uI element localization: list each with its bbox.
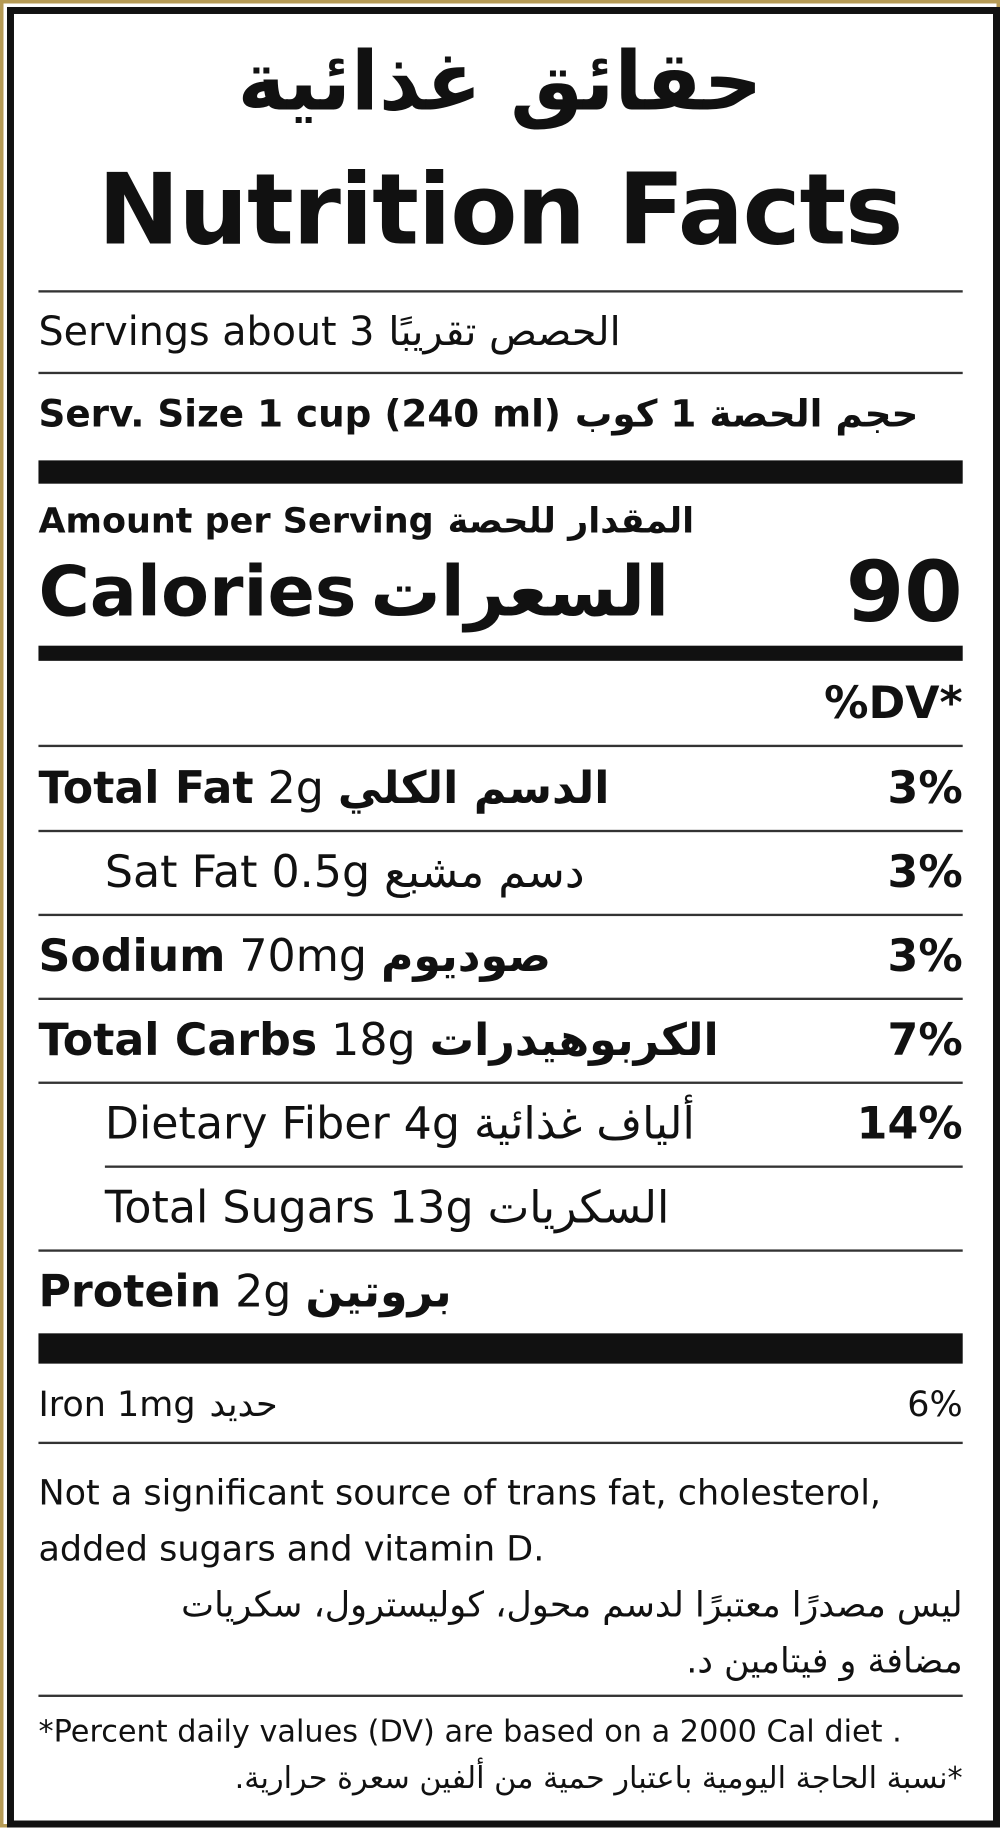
rule	[38, 290, 963, 293]
nutrient-amount: 0.5g	[271, 846, 371, 898]
rule	[38, 829, 963, 833]
thick-bar	[38, 460, 963, 484]
dv-header: %DV*	[824, 677, 963, 729]
nutrient-arabic: السكريات	[487, 1181, 670, 1234]
nutrient-name: Total Sugars	[104, 1181, 376, 1234]
nutrient-arabic: بروتين	[305, 1265, 452, 1318]
note-line: Not a significant source of trans fat, c…	[38, 1473, 882, 1514]
nutrient-amount: 2g	[267, 762, 324, 814]
thick-bar	[38, 645, 963, 661]
calories-row: Calories السعرات 90	[38, 543, 962, 641]
nutrient-row: Sat Fat 0.5g دسم مشبع 3%	[105, 843, 963, 901]
calories-en: Calories	[38, 551, 357, 633]
nutrient-name: Protein	[38, 1265, 222, 1318]
nutrient-dv: 7%	[887, 1013, 963, 1066]
rule	[38, 371, 963, 375]
dv-header-row: %DV*	[38, 674, 963, 732]
nutrient-amount: 18g	[331, 1013, 416, 1066]
nutrient-dv: 3%	[887, 762, 963, 814]
title: Nutrition Facts	[97, 152, 904, 267]
serving-size-ar: حجم الحصة 1 كوب	[574, 391, 919, 436]
nutrient-name: Sat Fat	[104, 846, 258, 898]
nutrient-arabic: دسم مشبع	[384, 846, 585, 898]
servings-row: Servings about 3 الحصص تقريبًا	[38, 303, 962, 361]
nutrient-row: Dietary Fiber 4g ألياف غذائية 14%	[105, 1094, 963, 1152]
nutrient-row: Total Fat 2g الدسم الكلي 3%	[38, 759, 962, 817]
rule	[38, 1249, 963, 1252]
note-line: مضافة و فيتامين د.	[686, 1641, 963, 1682]
footnote-ar: *نسبة الحاجة اليومية باعتبار حمية من ألف…	[234, 1761, 963, 1797]
footnote-en: *Percent daily values (DV) are based on …	[38, 1714, 902, 1750]
amount-ar: المقدار للحصة	[447, 500, 695, 542]
nutrient-arabic: ألياف غذائية	[473, 1097, 695, 1150]
nutrient-row: Protein 2g بروتين	[38, 1262, 962, 1320]
serving-size-en: Serv. Size 1 cup (240 ml)	[38, 391, 561, 436]
rule	[104, 1165, 963, 1168]
thick-bar	[38, 1333, 963, 1364]
nutrient-arabic: الكربوهيدرات	[429, 1013, 719, 1066]
servings-ar: الحصص تقريبًا	[388, 308, 621, 356]
serving-size-row: Serv. Size 1 cup (240 ml) حجم الحصة 1 كو…	[38, 385, 962, 443]
nutrient-amount: 4g	[403, 1097, 460, 1150]
calories-ar: السعرات	[370, 551, 670, 633]
nutrient-amount: 2g	[235, 1265, 292, 1318]
nutrient-row: Sodium 70mg صوديوم 3%	[38, 927, 962, 985]
note-ar: ليس مصدرًا معتبرًا لدسم محول، كوليسترول،…	[38, 1578, 963, 1690]
rule	[38, 744, 963, 748]
rule	[38, 913, 963, 917]
amount-en: Amount per Serving	[38, 500, 434, 542]
amount-per-serving: Amount per Serving المقدار للحصة	[38, 492, 962, 550]
rule	[38, 1694, 963, 1697]
nutrient-amount: 13g	[389, 1181, 474, 1234]
iron-en: Iron 1mg	[38, 1384, 196, 1425]
rule	[38, 1081, 963, 1084]
iron-row: Iron 1mg حديد 6%	[38, 1375, 962, 1433]
note-en: Not a significant source of trans fat, c…	[38, 1466, 881, 1578]
nutrient-name: Sodium	[38, 930, 226, 982]
nutrient-row: Total Carbs 18g الكربوهيدرات 7%	[38, 1010, 962, 1068]
nutrient-name: Total Fat	[38, 762, 254, 814]
servings-en: Servings about 3	[38, 308, 375, 356]
rule	[38, 1441, 963, 1445]
note-line: ليس مصدرًا معتبرًا لدسم محول، كوليسترول،…	[181, 1585, 963, 1626]
nutrient-arabic: الدسم الكلي	[337, 762, 610, 814]
border-inner	[6, 6, 1000, 1828]
nutrient-amount: 70mg	[239, 930, 367, 982]
calories-value: 90	[845, 543, 963, 642]
nutrient-dv: 14%	[856, 1097, 963, 1150]
nutrient-dv: 3%	[887, 930, 963, 982]
iron-ar: حديد	[209, 1384, 278, 1425]
nutrient-name: Total Carbs	[38, 1013, 318, 1066]
nutrient-name: Dietary Fiber	[104, 1097, 390, 1150]
note-line: added sugars and vitamin D.	[38, 1529, 545, 1570]
nutrient-arabic: صوديوم	[380, 930, 552, 982]
nutrient-dv: 3%	[887, 846, 963, 898]
title-arabic: حقائق غذائية	[237, 33, 763, 130]
iron-dv: 6%	[907, 1384, 963, 1425]
rule	[38, 997, 963, 1000]
nutrient-row: Total Sugars 13g السكريات	[105, 1178, 963, 1236]
